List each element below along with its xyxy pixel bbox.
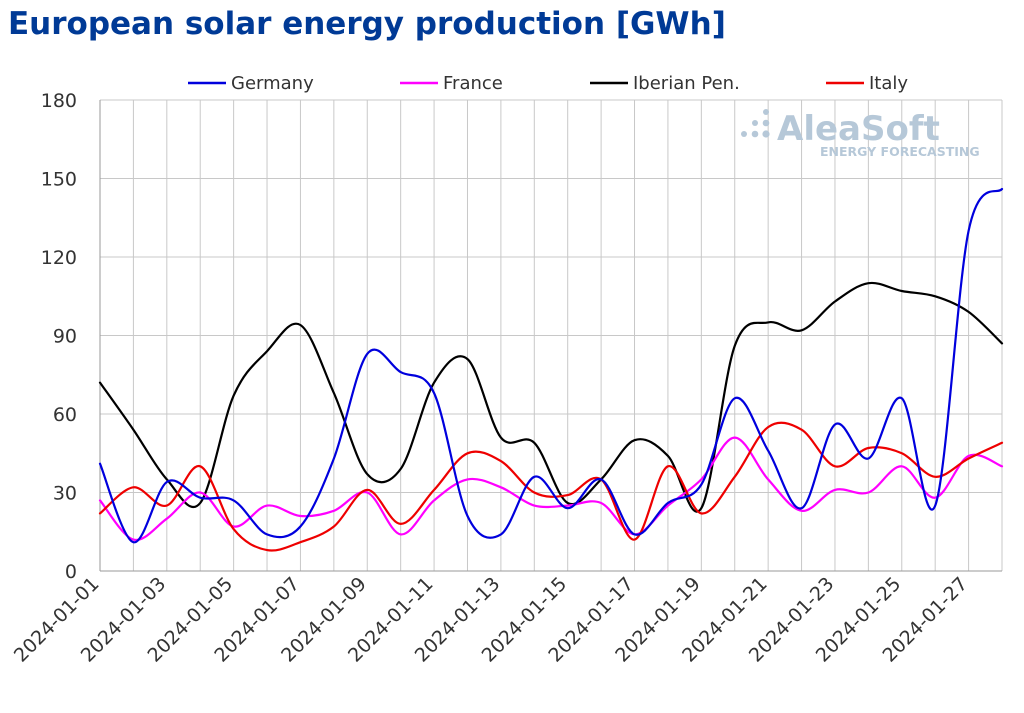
logo-dot <box>762 130 770 138</box>
y-tick-label: 150 <box>41 169 77 191</box>
y-tick-label: 30 <box>53 483 77 505</box>
logo-dot <box>752 120 758 126</box>
x-axis: 2024-01-012024-01-032024-01-052024-01-07… <box>10 573 972 667</box>
legend: Germany France Iberian Pen. Italy <box>188 73 908 94</box>
grid <box>99 99 1003 572</box>
logo-dot <box>741 131 747 137</box>
y-axis: 0 30 60 90 120 150 180 <box>41 90 77 583</box>
y-tick-label: 180 <box>41 90 77 112</box>
legend-label-italy: Italy <box>869 73 908 94</box>
series-lines <box>98 187 1004 552</box>
y-tick-label: 120 <box>41 247 77 269</box>
series-line-iberian-pen <box>98 281 1004 513</box>
series-line-italy <box>98 421 1004 552</box>
legend-label-france: France <box>443 73 503 94</box>
y-tick-label: 0 <box>65 561 77 583</box>
y-tick-label: 90 <box>53 326 77 348</box>
legend-label-iberian-pen: Iberian Pen. <box>633 73 740 94</box>
logo-dot <box>762 119 770 127</box>
series-line-germany <box>98 187 1004 544</box>
legend-label-germany: Germany <box>231 73 314 94</box>
chart-title: European solar energy production [GWh] <box>8 6 726 42</box>
watermark-brand: AleaSoft <box>777 109 940 149</box>
logo-dot <box>763 109 769 115</box>
watermark-tagline: ENERGY FORECASTING <box>820 144 980 159</box>
y-tick-label: 60 <box>53 404 77 426</box>
logo-dot <box>751 130 759 138</box>
